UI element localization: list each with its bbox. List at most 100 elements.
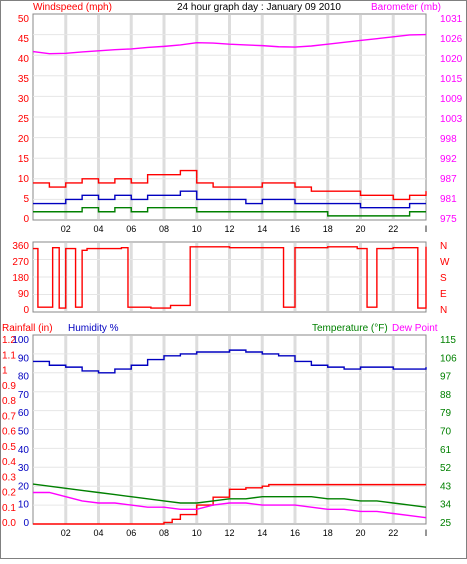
x-tick-label: 06 <box>126 528 136 538</box>
y-tick-rainfall: 0.6 <box>2 427 16 438</box>
y-tick-rainfall: 0.1 <box>2 503 16 514</box>
y-tick-temperature: 25 <box>440 518 452 529</box>
y-tick-humidity: 100 <box>12 335 29 346</box>
x-tick-label: 20 <box>355 224 365 234</box>
y-tick-direction: 360 <box>12 241 29 252</box>
y-tick-rainfall: 0.3 <box>2 472 16 483</box>
x-tick-label: I <box>425 528 428 538</box>
series-humidity <box>33 349 427 374</box>
y-tick-temperature: 97 <box>440 372 452 383</box>
y-tick-direction: 0 <box>23 305 29 316</box>
temperature-axis-title: Temperature (°F) <box>312 323 388 334</box>
y-tick-barometer: 1020 <box>440 54 463 65</box>
y-tick-windspeed: 25 <box>18 114 30 125</box>
x-tick-label: 04 <box>93 528 103 538</box>
y-tick-temperature: 115 <box>440 335 456 346</box>
y-tick-windspeed: 15 <box>18 154 30 165</box>
x-tick-label: I <box>425 224 428 234</box>
y-tick-barometer: 981 <box>440 194 457 205</box>
series-temperature <box>32 483 427 508</box>
y-tick-rainfall: 0.7 <box>2 411 16 422</box>
y-tick-rainfall: 1.1 <box>2 350 16 361</box>
y-tick-direction: 90 <box>18 289 30 300</box>
y-tick-humidity: 30 <box>18 463 30 474</box>
y-tick-rainfall: 1.2 <box>2 335 16 346</box>
y-tick-humidity: 60 <box>18 408 30 419</box>
y-tick-temperature: 79 <box>440 408 452 419</box>
y-tick-windspeed: 10 <box>18 174 30 185</box>
rainfall-axis-title: Rainfall (in) <box>2 323 53 334</box>
y-tick-rainfall: 1 <box>2 366 8 377</box>
x-tick-label: 04 <box>93 224 103 234</box>
y-tick-barometer: 1031 <box>440 14 463 25</box>
y-tick-temperature: 88 <box>440 390 452 401</box>
x-tick-label: 16 <box>290 528 300 538</box>
y-tick-barometer: 992 <box>440 154 457 165</box>
x-tick-label: 18 <box>323 528 333 538</box>
series-wind-low <box>33 206 426 217</box>
y-tick-barometer: 987 <box>440 174 457 185</box>
y-tick-windspeed: 45 <box>18 34 30 45</box>
y-tick-rainfall: 0.2 <box>2 488 16 499</box>
series-dewpoint <box>33 491 427 519</box>
y-tick-direction: 270 <box>12 257 29 268</box>
windspeed-axis-title: Windspeed (mph) <box>33 2 112 13</box>
y-tick-compass: W <box>440 257 450 268</box>
y-tick-barometer: 1026 <box>440 34 463 45</box>
y-tick-rainfall: 0.0 <box>2 518 16 529</box>
series-wind-direction <box>33 246 427 309</box>
y-tick-rainfall: 0.5 <box>2 442 16 453</box>
y-tick-rainfall: 0.8 <box>2 396 16 407</box>
y-tick-barometer: 998 <box>440 134 457 145</box>
y-tick-barometer: 1003 <box>440 114 463 125</box>
y-tick-humidity: 40 <box>18 445 30 456</box>
y-tick-windspeed: 5 <box>23 194 29 205</box>
x-tick-label: 12 <box>224 224 234 234</box>
y-tick-compass: N <box>440 241 447 252</box>
y-tick-humidity: 50 <box>18 427 30 438</box>
y-tick-temperature: 106 <box>440 353 457 364</box>
x-tick-label: 10 <box>192 224 202 234</box>
y-tick-temperature: 34 <box>440 500 452 511</box>
x-tick-label: 02 <box>61 528 71 538</box>
y-tick-direction: 180 <box>12 273 29 284</box>
x-tick-label: 12 <box>224 528 234 538</box>
x-tick-label: 08 <box>159 224 169 234</box>
y-tick-humidity: 90 <box>18 353 30 364</box>
x-tick-label: 10 <box>192 528 202 538</box>
graph-title: 24 hour graph day : January 09 2010 <box>177 2 341 13</box>
series-wind-average <box>33 190 426 209</box>
barometer-axis-title: Barometer (mb) <box>371 2 441 13</box>
x-tick-label: 22 <box>388 224 398 234</box>
series-barometer <box>32 33 427 55</box>
y-tick-rainfall: 0.4 <box>2 457 16 468</box>
humidity-axis-title: Humidity % <box>68 323 119 334</box>
x-tick-label: 14 <box>257 224 267 234</box>
y-tick-rainfall: 0.9 <box>2 381 16 392</box>
series-windspeed <box>33 169 427 201</box>
x-tick-label: 06 <box>126 224 136 234</box>
x-tick-label: 18 <box>323 224 333 234</box>
y-tick-windspeed: 35 <box>18 74 30 85</box>
y-tick-windspeed: 20 <box>18 134 30 145</box>
y-tick-compass: S <box>440 273 447 284</box>
y-tick-temperature: 52 <box>440 463 452 474</box>
y-tick-humidity: 20 <box>18 481 30 492</box>
y-tick-windspeed: 40 <box>18 54 30 65</box>
x-tick-label: 16 <box>290 224 300 234</box>
dewpoint-axis-title: Dew Point <box>392 323 438 334</box>
y-tick-barometer: 1015 <box>440 74 463 85</box>
x-tick-label: 20 <box>355 528 365 538</box>
x-tick-label: 14 <box>257 528 267 538</box>
x-tick-label: 22 <box>388 528 398 538</box>
y-tick-windspeed: 50 <box>18 14 30 25</box>
y-tick-humidity: 10 <box>18 500 30 511</box>
y-tick-temperature: 61 <box>440 445 452 456</box>
x-tick-label: 02 <box>61 224 71 234</box>
y-tick-humidity: 80 <box>18 372 30 383</box>
y-tick-barometer: 975 <box>440 214 457 225</box>
y-tick-humidity: 0 <box>23 518 29 529</box>
x-tick-label: 08 <box>159 528 169 538</box>
y-tick-windspeed: 30 <box>18 94 30 105</box>
